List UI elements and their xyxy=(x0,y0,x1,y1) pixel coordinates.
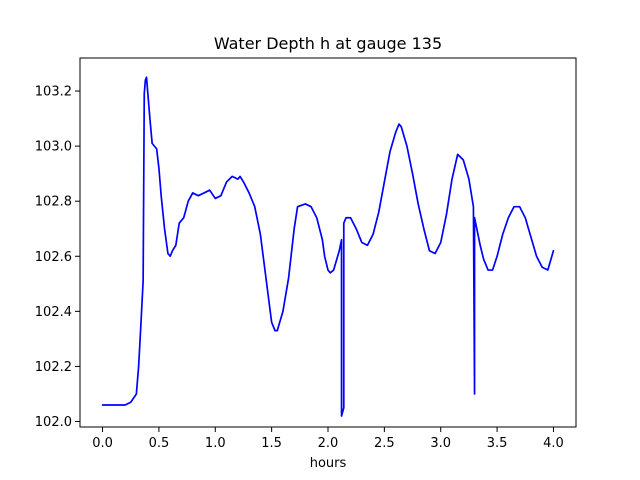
y-tick-label: 102.8 xyxy=(35,195,72,210)
x-tick-label: 2.5 xyxy=(374,436,395,451)
y-tick-label: 102.2 xyxy=(35,360,72,375)
y-tick-label: 103.0 xyxy=(35,140,72,155)
x-tick-label: 0.0 xyxy=(92,436,113,451)
y-tick-label: 102.6 xyxy=(35,250,72,265)
chart-title: Water Depth h at gauge 135 xyxy=(214,34,442,53)
x-tick-label: 0.5 xyxy=(149,436,170,451)
x-tick-label: 1.5 xyxy=(261,436,282,451)
y-axis-ticks: 102.0 102.2 102.4 102.6 102.8 103.0 103.2 xyxy=(35,85,80,430)
series-line-0 xyxy=(101,76,555,417)
x-axis-ticks: 0.0 0.5 1.0 1.5 2.0 2.5 3.0 3.5 4.0 xyxy=(92,427,564,451)
x-tick-label: 3.0 xyxy=(430,436,451,451)
plot-frame xyxy=(79,57,577,428)
series-layer xyxy=(101,76,555,417)
y-tick-label: 102.0 xyxy=(35,415,72,430)
x-tick-label: 2.0 xyxy=(318,436,339,451)
y-tick-label: 102.4 xyxy=(35,305,72,320)
x-axis-label: hours xyxy=(310,456,347,471)
x-tick-label: 3.5 xyxy=(487,436,508,451)
x-tick-label: 4.0 xyxy=(543,436,564,451)
y-tick-label: 103.2 xyxy=(35,85,72,100)
x-tick-label: 1.0 xyxy=(205,436,226,451)
plot-area: 0.0 0.5 1.0 1.5 2.0 2.5 3.0 3.5 4.0 102.0102.210… xyxy=(35,57,577,451)
